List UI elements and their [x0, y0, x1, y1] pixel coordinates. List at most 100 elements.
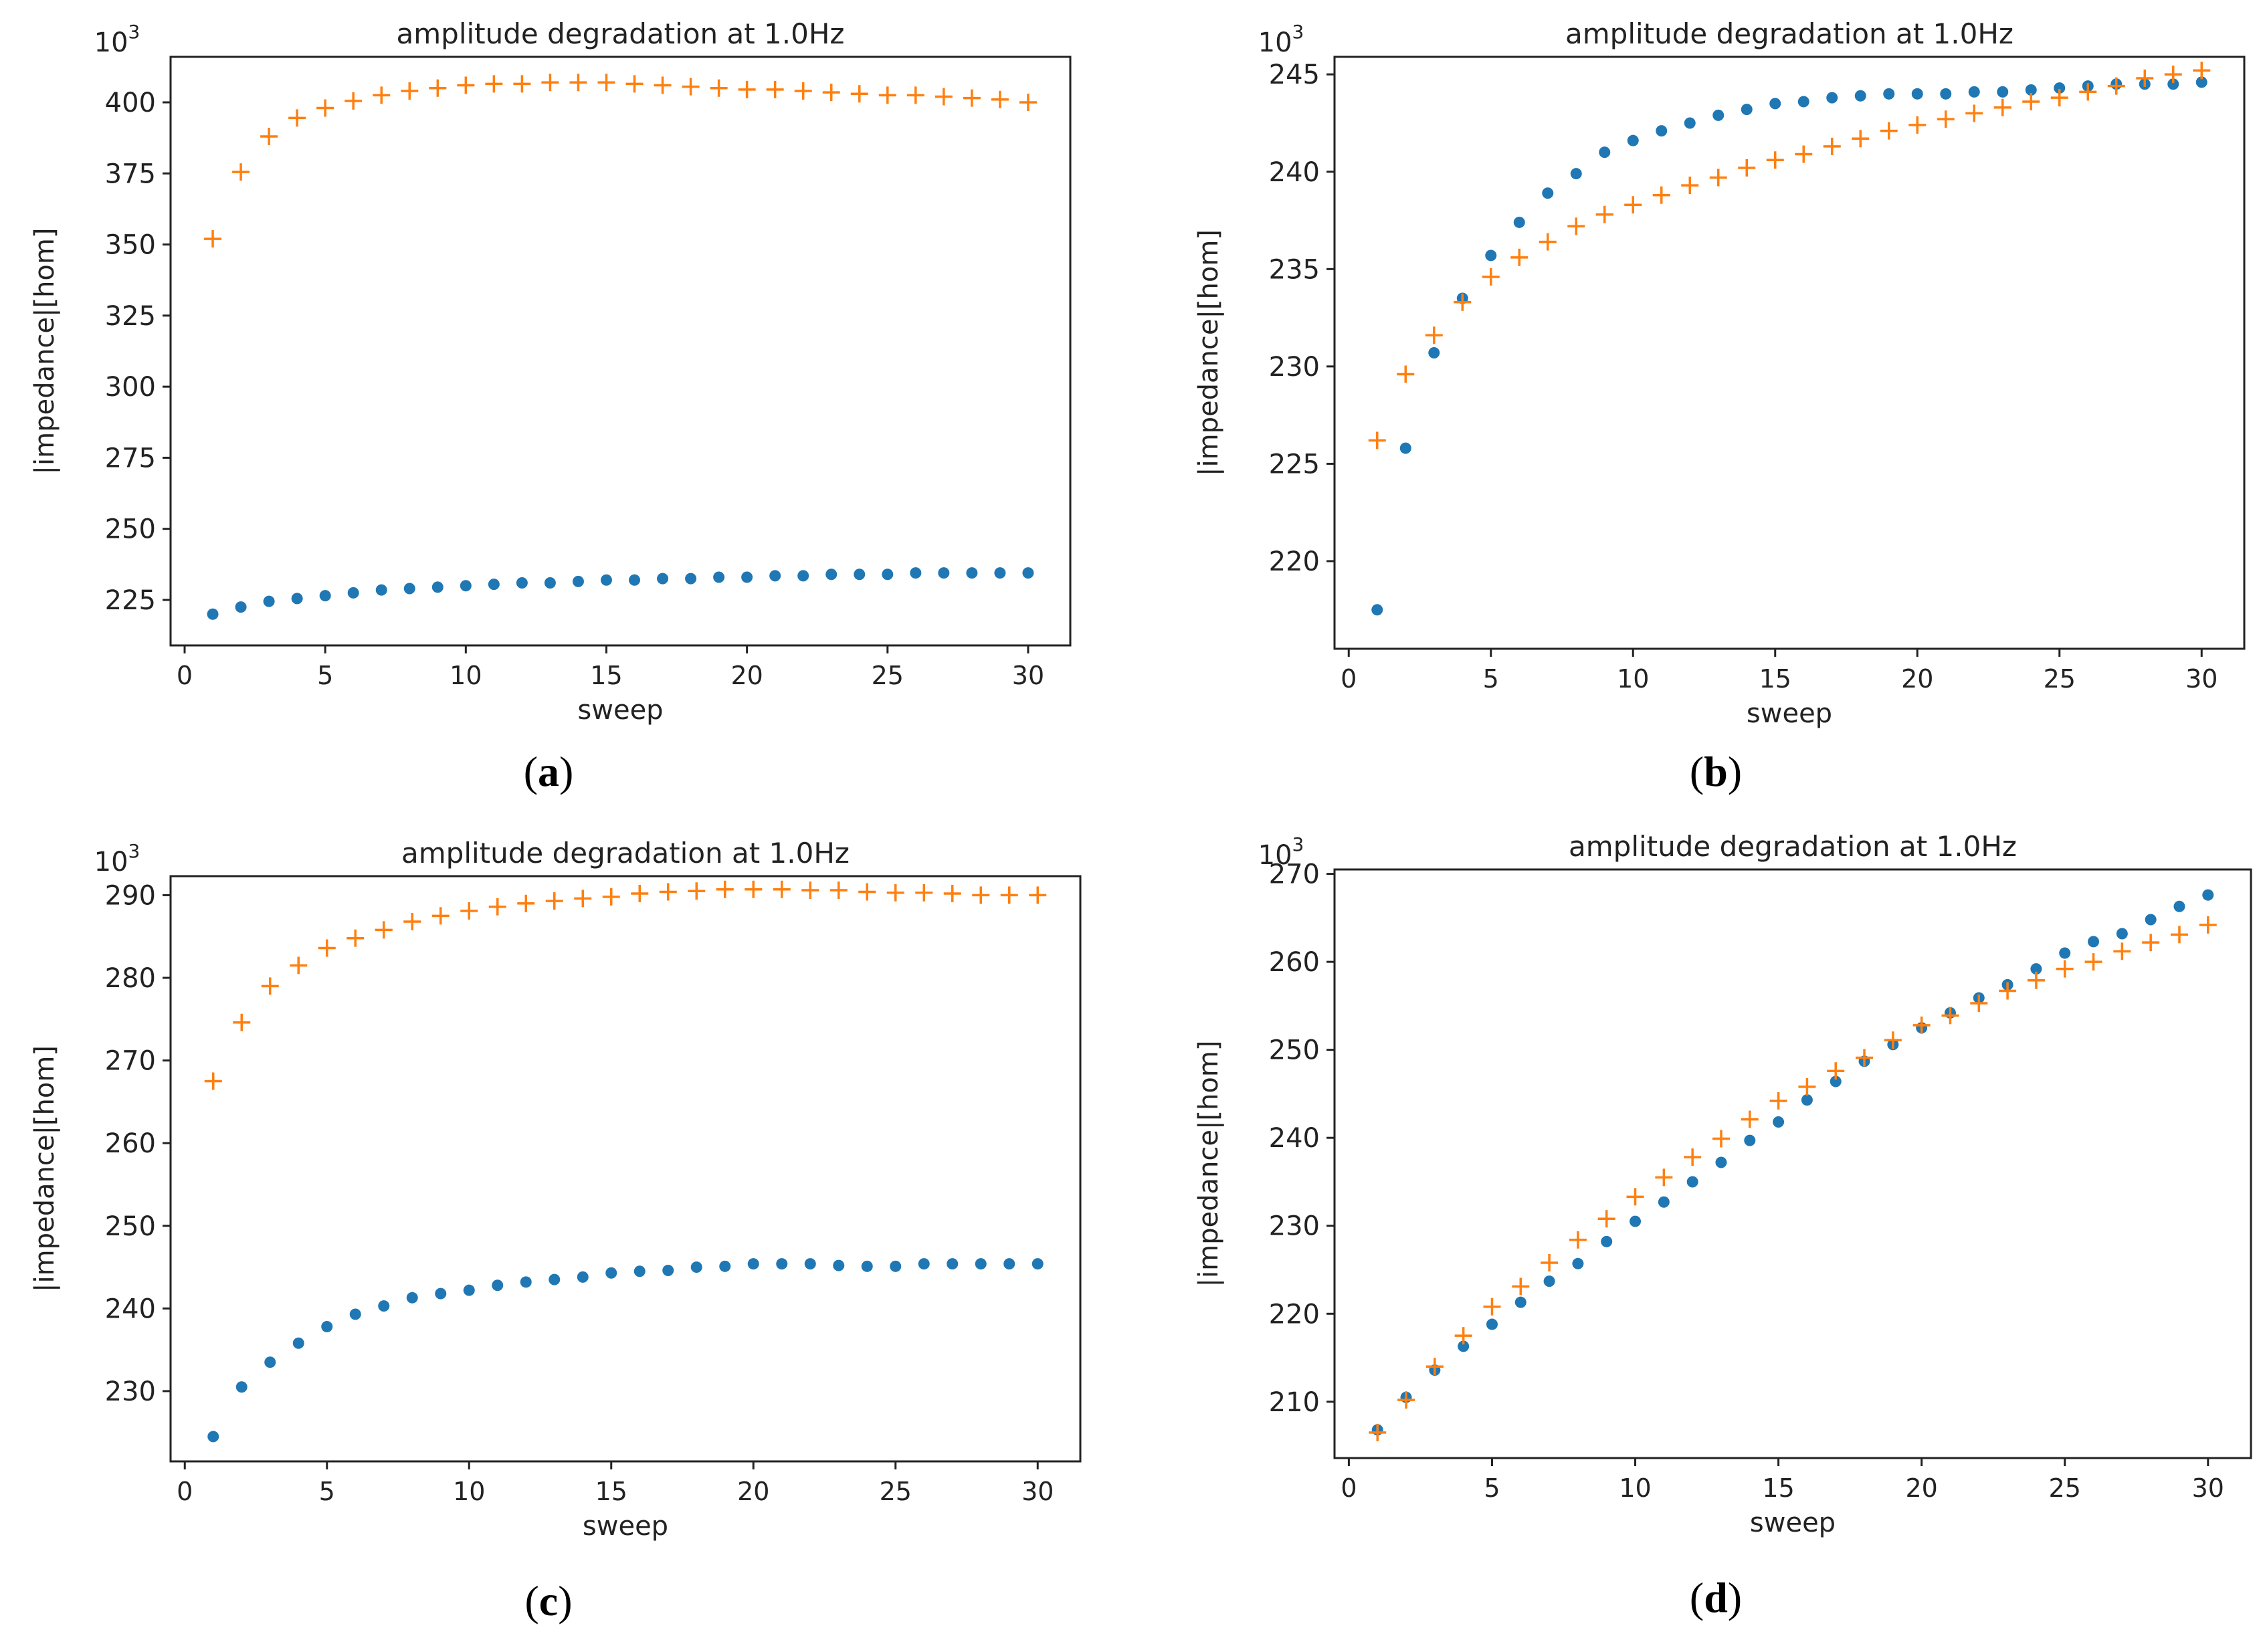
data-point-dot	[1570, 168, 1582, 180]
data-point-dot	[1658, 1196, 1670, 1208]
data-point-dot	[1911, 88, 1923, 100]
x-tick-label: 20	[737, 1477, 769, 1506]
data-point-dot	[882, 569, 894, 581]
data-point-dot	[431, 581, 444, 593]
panel-label-letter: a	[538, 748, 559, 795]
y-tick-label: 240	[105, 1294, 156, 1324]
data-point-dot	[1656, 125, 1668, 137]
y-tick-label: 240	[1269, 157, 1320, 188]
panel-label-a: (a)	[524, 748, 574, 795]
data-point-dot	[577, 1271, 589, 1283]
data-point-dot	[1744, 1134, 1756, 1146]
data-point-plus	[654, 76, 672, 94]
data-point-plus	[1425, 326, 1443, 344]
data-point-plus	[429, 79, 447, 97]
data-point-dot	[966, 567, 978, 579]
data-point-dot	[1741, 104, 1753, 116]
data-point-plus	[710, 79, 728, 97]
y-tick-label: 280	[105, 963, 156, 994]
data-point-plus	[1483, 1298, 1501, 1316]
data-point-plus	[1970, 994, 1988, 1012]
series-pluses	[1368, 62, 2211, 449]
data-point-dot	[2167, 78, 2179, 90]
data-point-dot	[1627, 134, 1639, 146]
data-point-plus	[1454, 1327, 1472, 1345]
data-point-plus	[2136, 70, 2154, 88]
data-point-dot	[1773, 1116, 1785, 1128]
data-point-plus	[204, 230, 222, 248]
data-point-plus	[2170, 926, 2188, 944]
y-multiplier-exponent: 3	[1292, 833, 1304, 855]
data-point-plus	[850, 85, 868, 103]
data-point-dot	[1712, 109, 1725, 121]
data-point-dot	[662, 1265, 674, 1277]
x-tick-label: 10	[1617, 664, 1649, 694]
data-point-dot	[804, 1258, 816, 1270]
data-point-plus	[659, 883, 677, 901]
data-point-plus	[963, 89, 981, 107]
data-point-dot	[1769, 98, 1781, 110]
data-point-dot	[2145, 914, 2157, 926]
y-tick-label: 240	[1269, 1123, 1320, 1154]
data-point-dot	[492, 1279, 504, 1292]
data-point-dot	[291, 593, 303, 605]
data-point-plus	[631, 884, 649, 902]
data-point-dot	[1003, 1258, 1015, 1270]
data-point-dot	[1797, 96, 1809, 108]
data-point-dot	[633, 1265, 646, 1277]
data-point-plus	[2050, 89, 2068, 107]
plot-panels: amplitude degradation at 1.0Hz 0 5 10 15 20 25…	[29, 17, 2252, 1542]
data-point-dot	[861, 1260, 873, 1272]
data-point-plus	[1626, 1188, 1644, 1206]
data-point-plus	[829, 882, 848, 900]
data-point-plus	[991, 90, 1009, 108]
data-point-dot	[263, 595, 275, 607]
data-point-dot	[769, 570, 781, 582]
data-point-dot	[2030, 963, 2042, 975]
data-point-plus	[1512, 1277, 1530, 1296]
data-point-dot	[378, 1300, 390, 1312]
panel-label-open-paren: (	[1690, 1574, 1704, 1621]
data-point-plus	[457, 76, 475, 94]
data-point-plus	[915, 884, 933, 902]
data-point-plus	[1741, 1110, 1759, 1128]
data-point-plus	[716, 880, 734, 898]
data-point-plus	[1510, 248, 1529, 266]
data-point-dot	[1684, 117, 1696, 129]
data-point-dot	[1801, 1094, 1813, 1106]
series-pluses	[204, 74, 1037, 248]
data-point-plus	[1823, 137, 1841, 155]
data-point-dot	[321, 1321, 333, 1333]
y-axis-label: |impedance|[hom]	[1193, 1041, 1224, 1287]
x-tick-label: 10	[450, 661, 482, 690]
data-point-plus	[1912, 1016, 1931, 1034]
y-axis-label: |impedance|[hom]	[29, 228, 60, 475]
data-point-plus	[541, 74, 559, 92]
chart-title: amplitude degradation at 1.0Hz	[397, 17, 845, 50]
data-point-dot	[516, 577, 528, 589]
y-tick-label: 220	[1269, 1299, 1320, 1330]
data-point-plus	[2199, 916, 2217, 934]
panel-label-open-paren: (	[1690, 748, 1704, 795]
data-point-dot	[1599, 146, 1611, 159]
data-point-dot	[657, 573, 669, 585]
y-multiplier-label: 103	[94, 840, 140, 877]
data-point-plus	[602, 888, 620, 906]
panel-label-letter: d	[1704, 1574, 1728, 1621]
data-point-plus	[1454, 293, 1472, 311]
data-point-plus	[773, 880, 791, 898]
data-point-plus	[545, 892, 563, 910]
data-point-dot	[629, 574, 641, 586]
plot-frame	[169, 875, 1082, 1463]
data-point-plus	[1425, 1358, 1444, 1376]
data-point-dot	[719, 1260, 731, 1272]
x-tick-label: 25	[880, 1477, 912, 1506]
data-point-plus	[738, 80, 756, 98]
data-point-plus	[569, 74, 587, 92]
data-point-dot	[375, 584, 387, 596]
data-point-plus	[1880, 122, 1898, 140]
data-point-dot	[2116, 928, 2128, 940]
data-point-plus	[517, 894, 535, 912]
data-point-dot	[347, 587, 359, 599]
